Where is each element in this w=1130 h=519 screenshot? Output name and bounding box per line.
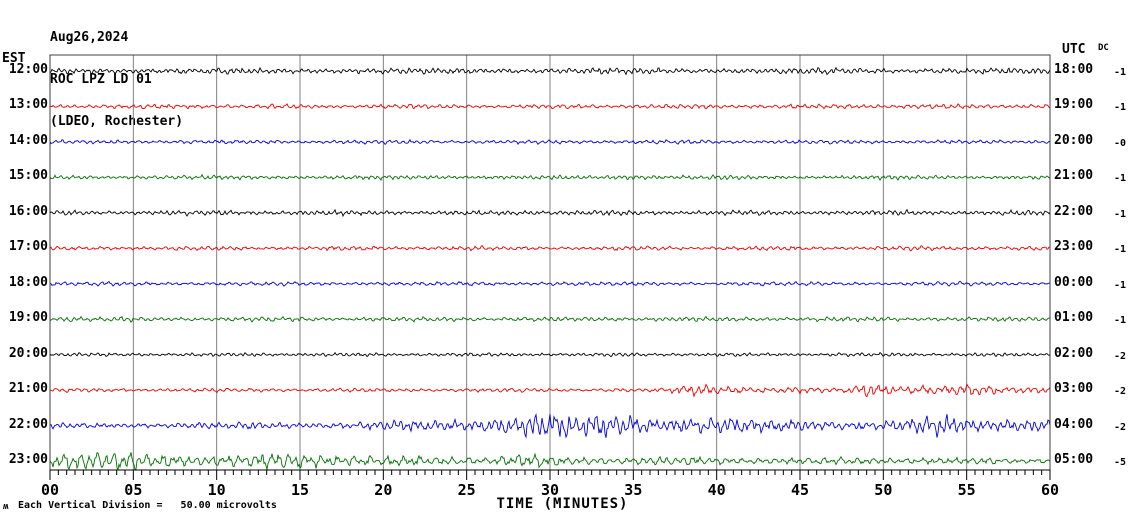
seismo-trace	[50, 280, 1050, 287]
seismo-trace	[50, 66, 1050, 76]
est-hour-label: 20:00	[8, 345, 48, 361]
trace-group	[50, 66, 1050, 470]
utc-hour-label: 01:00	[1054, 310, 1094, 326]
seismo-trace	[50, 208, 1050, 218]
grid-lines	[132, 55, 968, 470]
dc-value: -1	[1113, 279, 1126, 291]
utc-hour-label: 00:00	[1054, 274, 1094, 290]
wiggle-icon: ʍ	[3, 502, 9, 512]
dc-value: -2	[1113, 350, 1126, 362]
x-tick-label: 05	[124, 481, 143, 499]
x-tick-label: 50	[874, 481, 893, 499]
dc-value: -1	[1113, 102, 1126, 114]
x-tick-label: 30	[540, 481, 560, 499]
est-hour-label: 21:00	[8, 381, 48, 397]
est-hour-label: 13:00	[8, 97, 48, 113]
dc-value: -1	[1113, 315, 1126, 327]
x-tick-label: 10	[207, 481, 226, 499]
est-hour-label: 17:00	[8, 239, 48, 255]
utc-hour-label: 02:00	[1054, 345, 1094, 361]
est-hour-label: 23:00	[8, 452, 48, 467]
dc-value: -1	[1113, 208, 1126, 220]
utc-hour-label: 22:00	[1054, 203, 1094, 219]
utc-hour-label: 20:00	[1054, 132, 1094, 148]
est-hour-label: 14:00	[8, 132, 48, 148]
x-tick-label: 60	[1040, 481, 1060, 499]
dc-value: -5	[1113, 457, 1126, 468]
header: Aug26,2024 ROC LPZ LD 01 (LDEO, Rocheste…	[50, 3, 183, 157]
utc-hour-label: 04:00	[1054, 416, 1094, 432]
seismo-trace	[50, 351, 1050, 358]
est-hour-label: 12:00	[8, 62, 48, 77]
utc-hour-label: 18:00	[1054, 62, 1094, 77]
x-tick-label: 15	[290, 481, 310, 499]
est-hour-label: 22:00	[8, 416, 48, 432]
est-hour-label: 15:00	[8, 168, 48, 184]
dc-value: -2	[1113, 421, 1126, 433]
x-tick-label: 00	[40, 481, 60, 499]
seismo-trace	[50, 138, 1050, 146]
header-station: ROC LPZ LD 01	[50, 72, 152, 87]
x-tick-label: 45	[790, 481, 810, 499]
seismo-trace	[50, 103, 1050, 110]
est-hour-label: 19:00	[8, 310, 48, 326]
right-axis-label: UTC	[1062, 42, 1086, 57]
x-tick-label: 55	[957, 481, 976, 499]
seismo-trace	[50, 315, 1050, 323]
seismo-trace	[50, 244, 1050, 252]
utc-hour-label: 03:00	[1054, 381, 1094, 397]
seismo-trace	[50, 413, 1050, 439]
x-tick-label: 35	[624, 481, 643, 499]
x-tick-label: 20	[374, 481, 393, 499]
utc-hour-label: 05:00	[1054, 452, 1094, 467]
est-hour-label: 16:00	[8, 203, 48, 219]
utc-hour-label: 21:00	[1054, 168, 1094, 184]
dc-value: -1	[1113, 173, 1126, 185]
est-hour-label: 18:00	[8, 274, 48, 290]
dc-value: -1	[1113, 244, 1126, 256]
header-network: (LDEO, Rochester)	[50, 114, 184, 129]
dc-column-label: DC	[1098, 43, 1109, 53]
header-date: Aug26,2024	[50, 30, 129, 45]
seismo-trace	[50, 452, 1050, 470]
left-axis-label: EST	[2, 51, 26, 66]
vertical-division-note: Each Vertical Division = 50.00 microvolt…	[18, 500, 277, 511]
x-tick-label: 40	[707, 481, 726, 499]
x-axis-title: TIME (MINUTES)	[496, 496, 629, 512]
seismo-trace	[50, 383, 1050, 398]
x-tick-label: 25	[457, 481, 476, 499]
seismo-trace	[50, 173, 1050, 181]
dc-value: -0	[1113, 137, 1126, 149]
utc-hour-label: 19:00	[1054, 97, 1094, 113]
utc-hour-label: 23:00	[1054, 239, 1094, 255]
dc-value: -1	[1113, 67, 1126, 78]
dc-value: -2	[1113, 386, 1126, 398]
x-axis-ticks	[49, 470, 1051, 480]
